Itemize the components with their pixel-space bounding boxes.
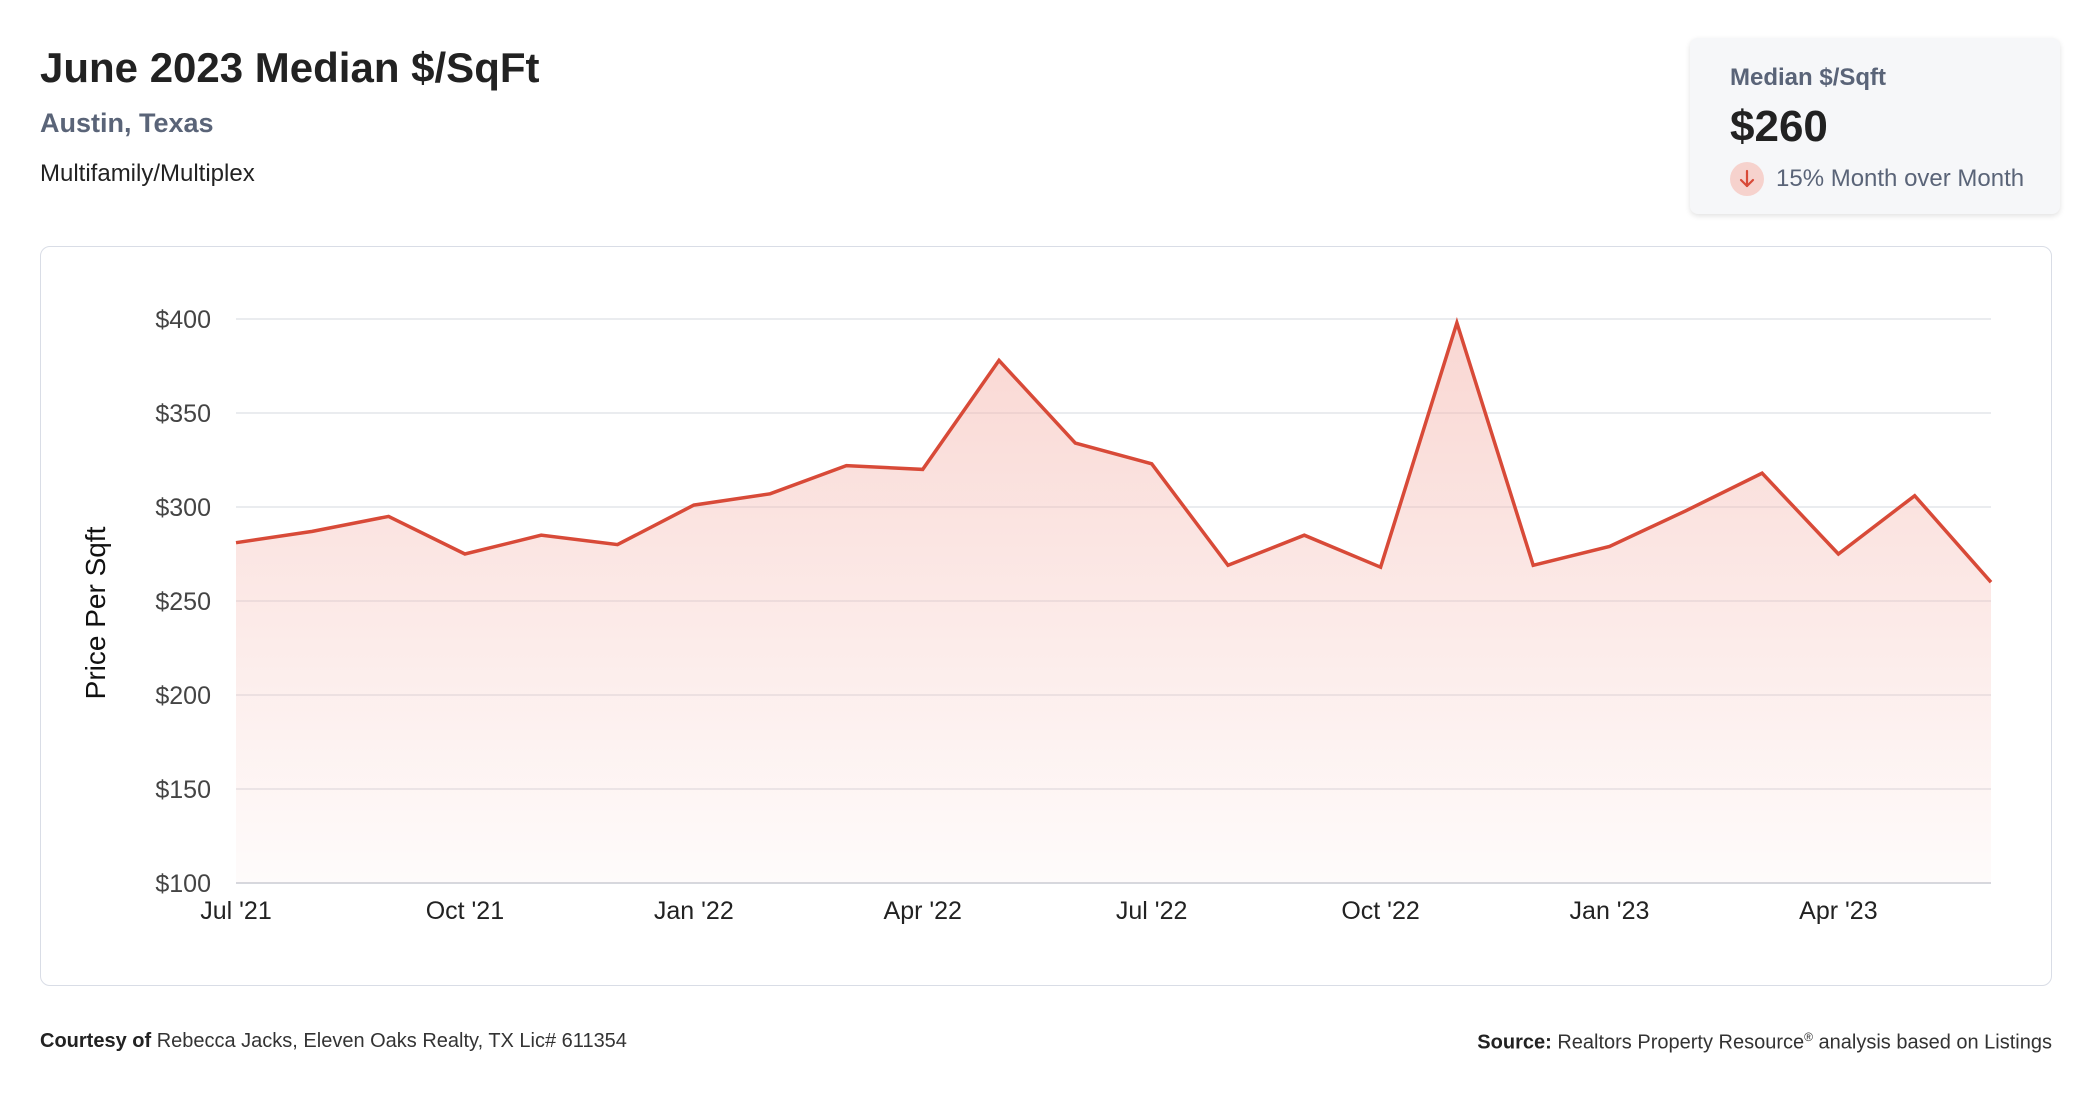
y-axis-label: Price Per Sqft [80,526,111,699]
property-type-label: Multifamily/Multiplex [40,160,255,187]
data-point[interactable] [1678,503,1694,519]
data-point[interactable] [1449,315,1465,331]
data-point[interactable] [1296,527,1312,543]
data-point[interactable] [304,523,320,539]
kpi-change: 15% Month over Month [1730,162,2024,196]
y-tick-label: $250 [155,588,211,616]
kpi-value: $260 [1730,102,1828,151]
x-tick-label: Jan '23 [1570,897,1650,925]
data-point[interactable] [1754,465,1770,481]
data-point[interactable] [991,352,1007,368]
x-tick-label: Jul '21 [200,897,271,925]
x-tick-label: Jul '22 [1116,897,1187,925]
source-footer: Source: Realtors Property Resource® anal… [1477,1030,2052,1055]
registered-mark: ® [1804,1030,1813,1044]
data-point[interactable] [915,461,931,477]
y-tick-label: $350 [155,400,211,428]
y-tick-labels: $100 $150 $200 $250 $300 $350 $400 [155,306,211,898]
y-tick-label: $400 [155,306,211,334]
data-point[interactable] [381,508,397,524]
y-tick-label: $150 [155,776,211,804]
data-point[interactable] [1144,456,1160,472]
data-point[interactable] [610,537,626,553]
y-tick-label: $200 [155,682,211,710]
y-tick-label: $300 [155,494,211,522]
data-point[interactable] [686,497,702,513]
courtesy-text: Rebecca Jacks, Eleven Oaks Realty, TX Li… [156,1030,627,1052]
x-tick-label: Oct '22 [1341,897,1419,925]
data-point[interactable] [762,486,778,502]
area-fill [236,322,1991,883]
data-point[interactable] [838,458,854,474]
data-point[interactable] [1220,557,1236,573]
source-text-after: analysis based on Listings [1812,1031,2053,1054]
kpi-label: Median $/Sqft [1730,64,1887,91]
data-point[interactable] [533,527,549,543]
data-point[interactable] [1601,538,1617,554]
data-point[interactable] [1067,435,1083,451]
data-point[interactable] [1907,488,1923,504]
courtesy-footer: Courtesy of Rebecca Jacks, Eleven Oaks R… [40,1030,627,1053]
series-line-path [235,316,1993,584]
data-point[interactable] [1373,559,1389,575]
kpi-card: Median $/Sqft $260 15% Month over Month [1690,38,2060,214]
x-tick-label: Oct '21 [426,897,504,925]
y-tick-label: $100 [155,870,211,898]
data-point[interactable] [457,546,473,562]
chart-card: $100 $150 $200 $250 $300 $350 $400 Jul '21 Oct … [40,246,2052,986]
kpi-change-text: 15% Month over Month [1776,165,2025,192]
x-tick-label: Jan '22 [654,897,734,925]
area-fill-path [236,322,1991,883]
x-tick-labels: Jul '21 Oct '21 Jan '22 Apr '22 Jul '22 Oct '… [200,897,1877,925]
x-tick-label: Apr '23 [1799,897,1877,925]
arrow-down-icon [1730,162,1764,196]
source-text: Realtors Property Resource [1557,1031,1805,1054]
location-subtitle: Austin, Texas [40,108,214,138]
source-label: Source: [1477,1031,1552,1054]
data-point[interactable] [1525,557,1541,573]
x-tick-label: Apr '22 [884,897,962,925]
data-point[interactable] [228,535,244,551]
price-per-sqft-chart: $100 $150 $200 $250 $300 $350 $400 Jul '21 Oct … [80,306,1999,925]
data-point[interactable] [1983,574,1999,590]
series-line [228,315,1999,590]
courtesy-label: Courtesy of [40,1030,152,1052]
page-title: June 2023 Median $/SqFt [40,44,540,91]
data-point[interactable] [1830,546,1846,562]
